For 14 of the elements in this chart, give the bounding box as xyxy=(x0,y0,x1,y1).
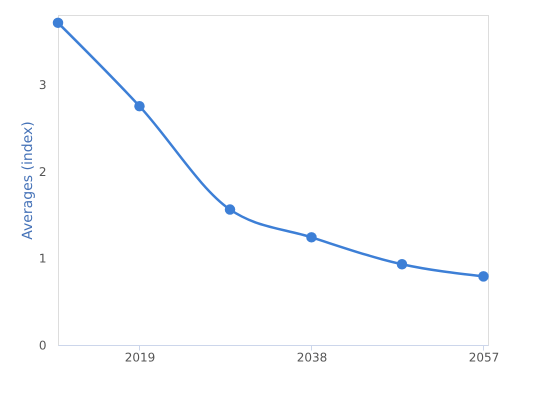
y-tick-label: 1 xyxy=(38,252,46,266)
point xyxy=(478,271,489,282)
y-tick-label: 0 xyxy=(38,338,46,352)
point xyxy=(306,232,317,243)
x-tick-label: 2038 xyxy=(296,350,328,364)
point xyxy=(52,18,64,28)
y-axis-title: Averages (index) xyxy=(20,121,36,240)
point xyxy=(134,100,145,112)
x-tick-label: 2019 xyxy=(124,350,156,364)
point xyxy=(224,204,236,215)
y-tick-label: 3 xyxy=(38,78,46,92)
point xyxy=(396,259,408,270)
y-tick-label: 2 xyxy=(38,164,46,179)
x-tick-label: 2057 xyxy=(468,350,500,364)
